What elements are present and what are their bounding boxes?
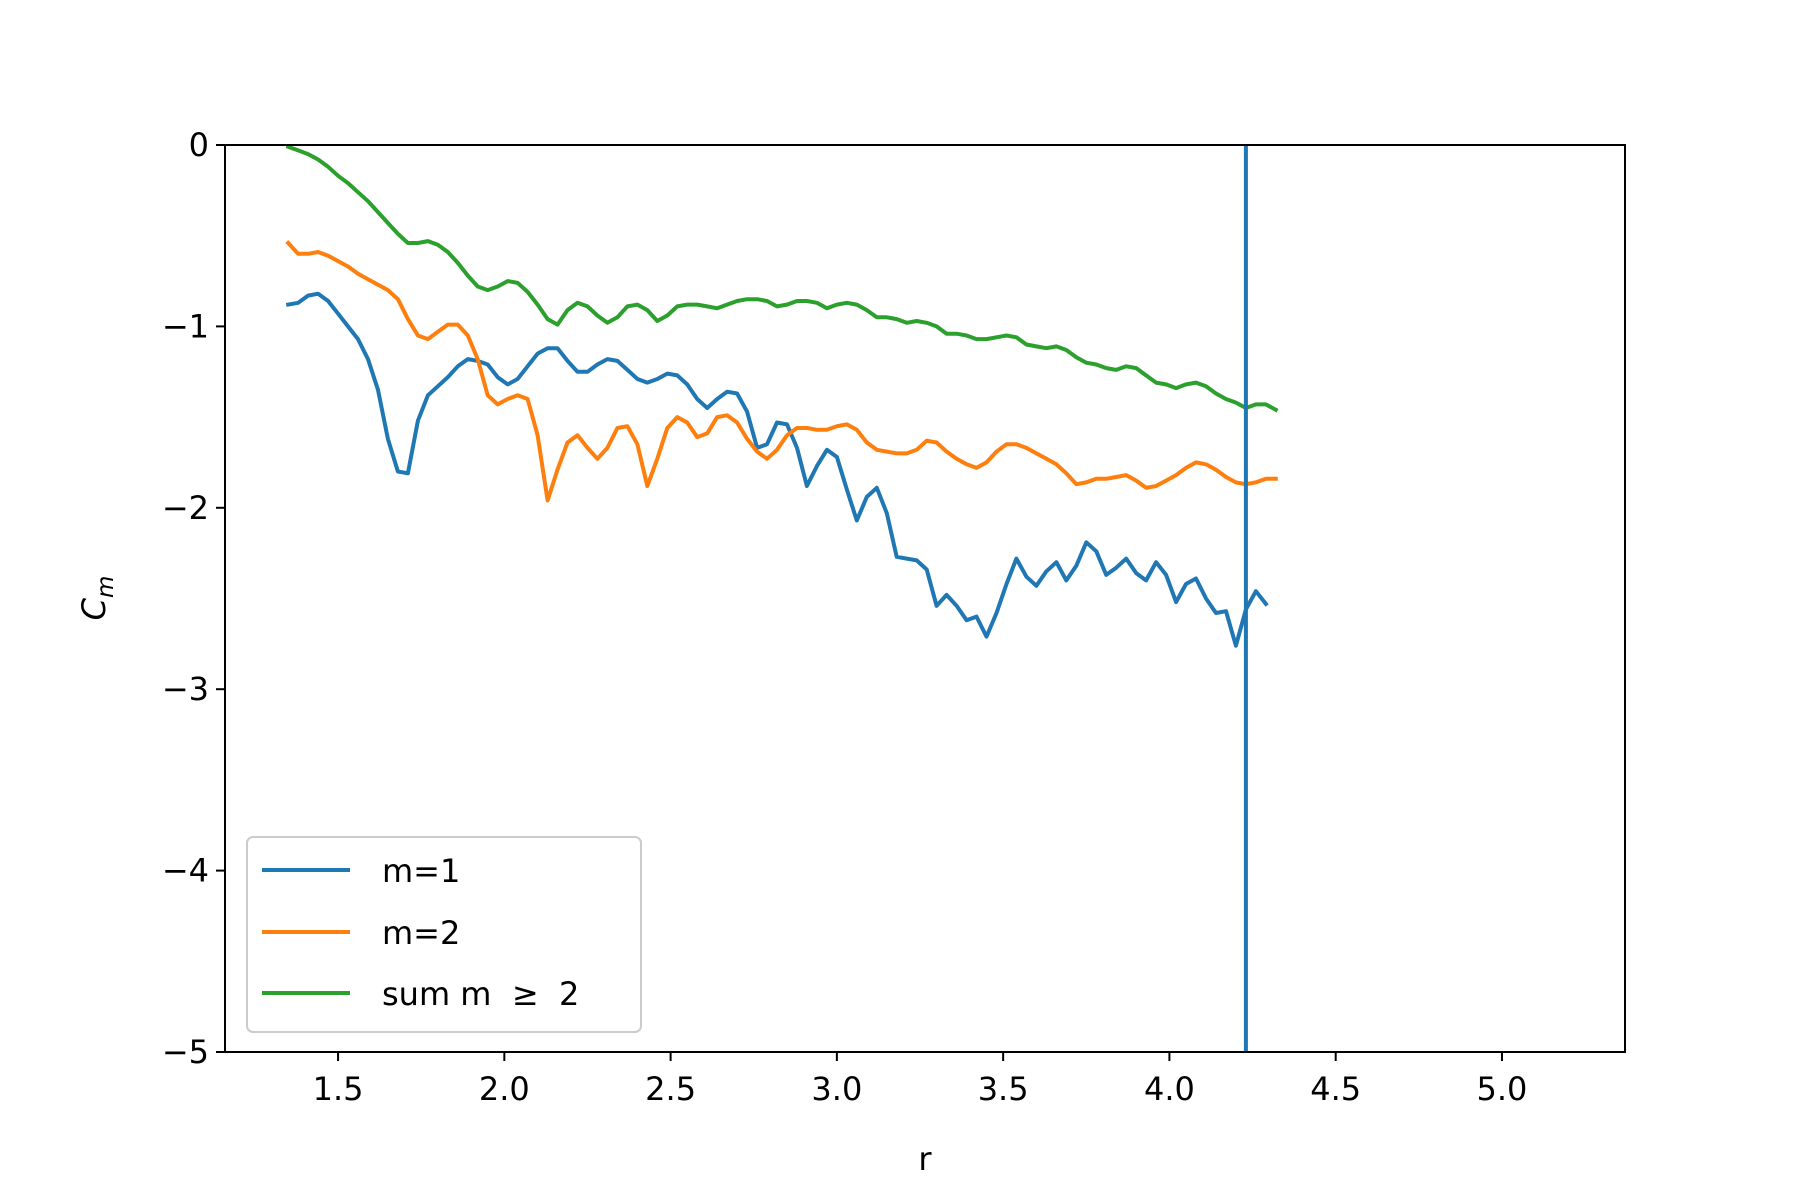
y-tick-label: 0 <box>189 126 209 164</box>
legend-box <box>246 836 642 1033</box>
series-layer <box>285 145 1279 1052</box>
x-tick-label: 4.0 <box>1144 1070 1195 1108</box>
legend-label-sum: sum m ≥ 2 <box>382 975 579 1013</box>
x-axis-label: r <box>918 1140 932 1178</box>
y-tick-label: −3 <box>162 670 209 708</box>
x-tick-label: 3.5 <box>978 1070 1029 1108</box>
x-tick-label: 2.0 <box>479 1070 530 1108</box>
legend-label-m2: m=2 <box>382 914 460 952</box>
y-tick-label: −4 <box>162 852 209 890</box>
series-line-3 <box>285 145 1279 413</box>
x-tick-label: 1.5 <box>313 1070 364 1108</box>
x-tick-label: 4.5 <box>1310 1070 1361 1108</box>
y-axis-label-main: C <box>75 597 113 620</box>
series-line-2 <box>285 240 1278 503</box>
x-tick-label: 5.0 <box>1477 1070 1528 1108</box>
y-axis-label-subscript: m <box>93 576 119 598</box>
y-tick-label: −1 <box>162 307 209 345</box>
legend-label-m1: m=1 <box>382 852 460 890</box>
y-axis: 0 −1 −2 −3 −4 −5 <box>162 126 225 1071</box>
series-line-1 <box>285 291 1269 648</box>
y-tick-label: −5 <box>162 1033 209 1071</box>
plot-area <box>224 144 1626 1053</box>
x-axis: 1.5 2.0 2.5 3.0 3.5 4.0 4.5 5.0 <box>313 1052 1528 1108</box>
x-tick-label: 2.5 <box>645 1070 696 1108</box>
y-axis-label: Cm <box>75 576 119 621</box>
x-tick-label: 3.0 <box>811 1070 862 1108</box>
plot-frame <box>224 144 1626 1053</box>
y-tick-label: −2 <box>162 489 209 527</box>
legend: m=1 m=2 sum m ≥ 2 <box>246 836 642 1033</box>
